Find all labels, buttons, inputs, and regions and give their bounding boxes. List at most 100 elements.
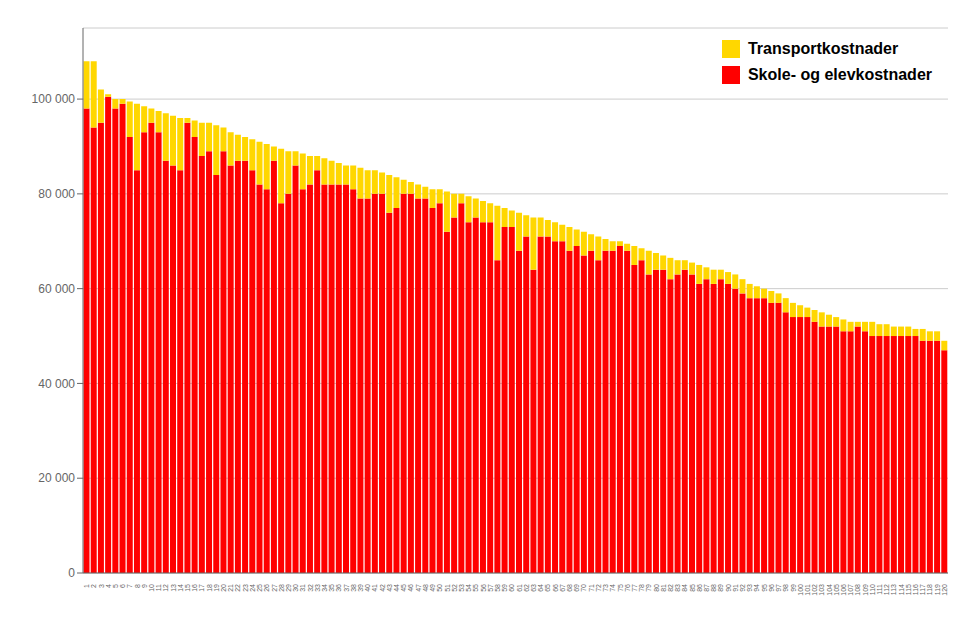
svg-text:54: 54 [465,584,472,592]
svg-text:105: 105 [833,584,840,596]
svg-text:110: 110 [869,584,876,595]
svg-text:75: 75 [617,584,624,592]
svg-text:8: 8 [134,584,141,588]
svg-text:108: 108 [854,584,861,596]
svg-text:73: 73 [602,584,609,592]
svg-text:28: 28 [278,584,285,592]
svg-text:90: 90 [725,584,732,592]
svg-text:103: 103 [818,584,825,596]
svg-text:72: 72 [595,584,602,592]
svg-text:34: 34 [321,584,328,592]
svg-text:29: 29 [285,584,292,592]
svg-text:32: 32 [307,584,314,592]
svg-text:77: 77 [631,584,638,592]
svg-text:63: 63 [530,584,537,592]
svg-text:74: 74 [609,584,616,592]
svg-text:97: 97 [775,584,782,592]
svg-text:10: 10 [148,584,155,592]
svg-text:25: 25 [256,584,263,592]
svg-text:7: 7 [126,584,133,588]
svg-text:84: 84 [681,584,688,592]
svg-text:0: 0 [68,566,75,580]
svg-text:44: 44 [393,584,400,592]
svg-text:100: 100 [797,584,804,596]
svg-text:33: 33 [314,584,321,592]
svg-text:68: 68 [566,584,573,592]
svg-text:70: 70 [580,584,587,592]
svg-text:80 000: 80 000 [38,187,75,201]
svg-text:65: 65 [544,584,551,592]
svg-text:102: 102 [811,584,818,596]
svg-text:9: 9 [141,584,148,588]
svg-text:36: 36 [335,584,342,592]
svg-text:60 000: 60 000 [38,282,75,296]
svg-text:4: 4 [105,584,112,588]
svg-text:17: 17 [198,584,205,592]
svg-text:49: 49 [429,584,436,592]
svg-text:109: 109 [862,584,869,596]
svg-text:2: 2 [90,584,97,588]
svg-text:59: 59 [501,584,508,592]
svg-text:53: 53 [458,584,465,592]
svg-text:101: 101 [804,584,811,596]
svg-text:46: 46 [407,584,414,592]
svg-text:104: 104 [826,584,833,596]
svg-text:113: 113 [890,584,897,595]
svg-text:55: 55 [472,584,479,592]
svg-text:93: 93 [746,584,753,592]
svg-text:37: 37 [343,584,350,592]
svg-text:83: 83 [674,584,681,592]
svg-text:112: 112 [883,584,890,595]
svg-text:40 000: 40 000 [38,377,75,391]
svg-text:82: 82 [667,584,674,592]
svg-text:20: 20 [220,584,227,592]
svg-text:41: 41 [371,584,378,592]
svg-text:88: 88 [710,584,717,592]
svg-text:61: 61 [516,584,523,592]
svg-text:15: 15 [184,584,191,592]
svg-text:27: 27 [271,584,278,592]
svg-text:80: 80 [653,584,660,592]
svg-text:78: 78 [638,584,645,592]
svg-text:52: 52 [451,584,458,592]
svg-text:119: 119 [934,584,941,595]
svg-text:66: 66 [552,584,559,592]
svg-text:31: 31 [299,584,306,592]
svg-text:6: 6 [119,584,126,588]
svg-text:30: 30 [292,584,299,592]
svg-text:98: 98 [782,584,789,592]
svg-text:79: 79 [645,584,652,592]
svg-text:86: 86 [696,584,703,592]
svg-text:89: 89 [717,584,724,592]
svg-text:45: 45 [400,584,407,592]
svg-text:91: 91 [732,584,739,592]
svg-text:57: 57 [487,584,494,592]
svg-text:111: 111 [876,584,883,595]
svg-text:100 000: 100 000 [32,92,76,106]
svg-text:64: 64 [537,584,544,592]
svg-text:120: 120 [941,584,948,596]
svg-text:76: 76 [624,584,631,592]
svg-text:115: 115 [905,584,912,595]
svg-text:81: 81 [660,584,667,592]
svg-text:14: 14 [177,584,184,592]
svg-text:62: 62 [523,584,530,592]
svg-text:117: 117 [919,584,926,595]
svg-text:11: 11 [155,584,162,591]
svg-text:18: 18 [206,584,213,592]
svg-text:21: 21 [227,584,234,592]
svg-text:16: 16 [191,584,198,592]
svg-text:5: 5 [112,584,119,588]
svg-text:85: 85 [689,584,696,592]
svg-text:99: 99 [790,584,797,592]
svg-text:39: 39 [357,584,364,592]
svg-text:13: 13 [170,584,177,592]
svg-text:56: 56 [480,584,487,592]
svg-text:114: 114 [898,584,905,595]
svg-text:94: 94 [753,584,760,592]
svg-text:3: 3 [98,584,105,588]
svg-text:60: 60 [508,584,515,592]
svg-text:107: 107 [847,584,854,596]
svg-text:67: 67 [559,584,566,592]
svg-text:38: 38 [350,584,357,592]
